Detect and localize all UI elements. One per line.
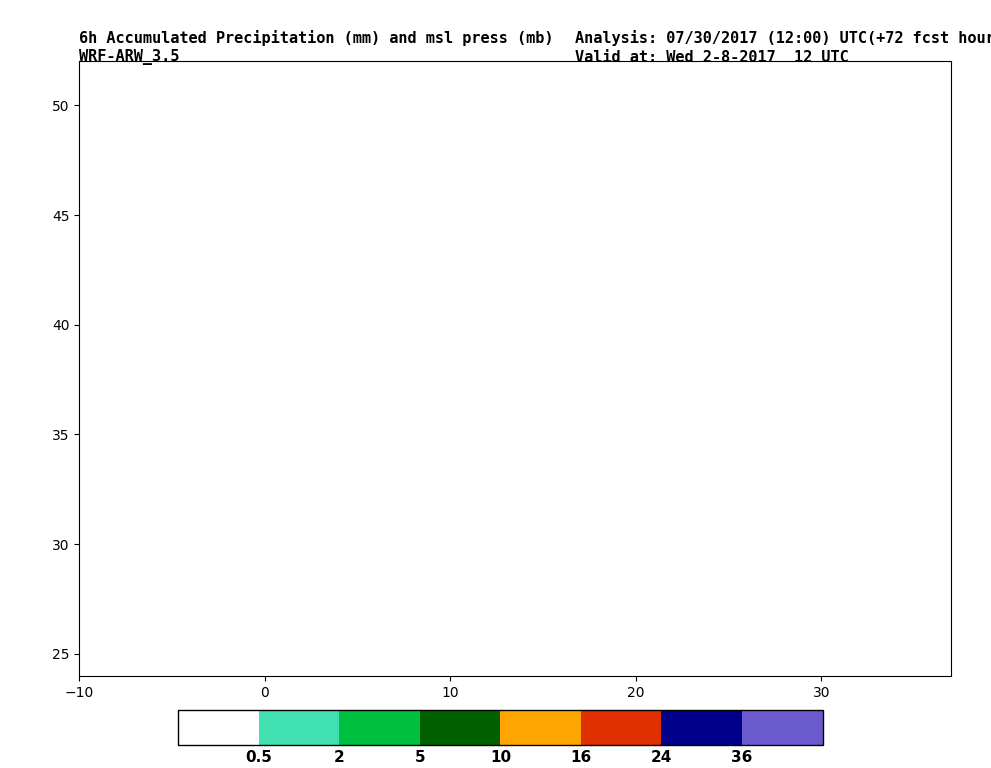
Text: Valid at: Wed 2-8-2017  12 UTC: Valid at: Wed 2-8-2017 12 UTC bbox=[575, 50, 848, 65]
Text: WRF-ARW_3.5: WRF-ARW_3.5 bbox=[79, 49, 179, 65]
Text: 6h Accumulated Precipitation (mm) and msl press (mb): 6h Accumulated Precipitation (mm) and ms… bbox=[79, 30, 554, 46]
Text: Analysis: 07/30/2017 (12:00) UTC(+72 fcst hour): Analysis: 07/30/2017 (12:00) UTC(+72 fcs… bbox=[575, 30, 991, 46]
